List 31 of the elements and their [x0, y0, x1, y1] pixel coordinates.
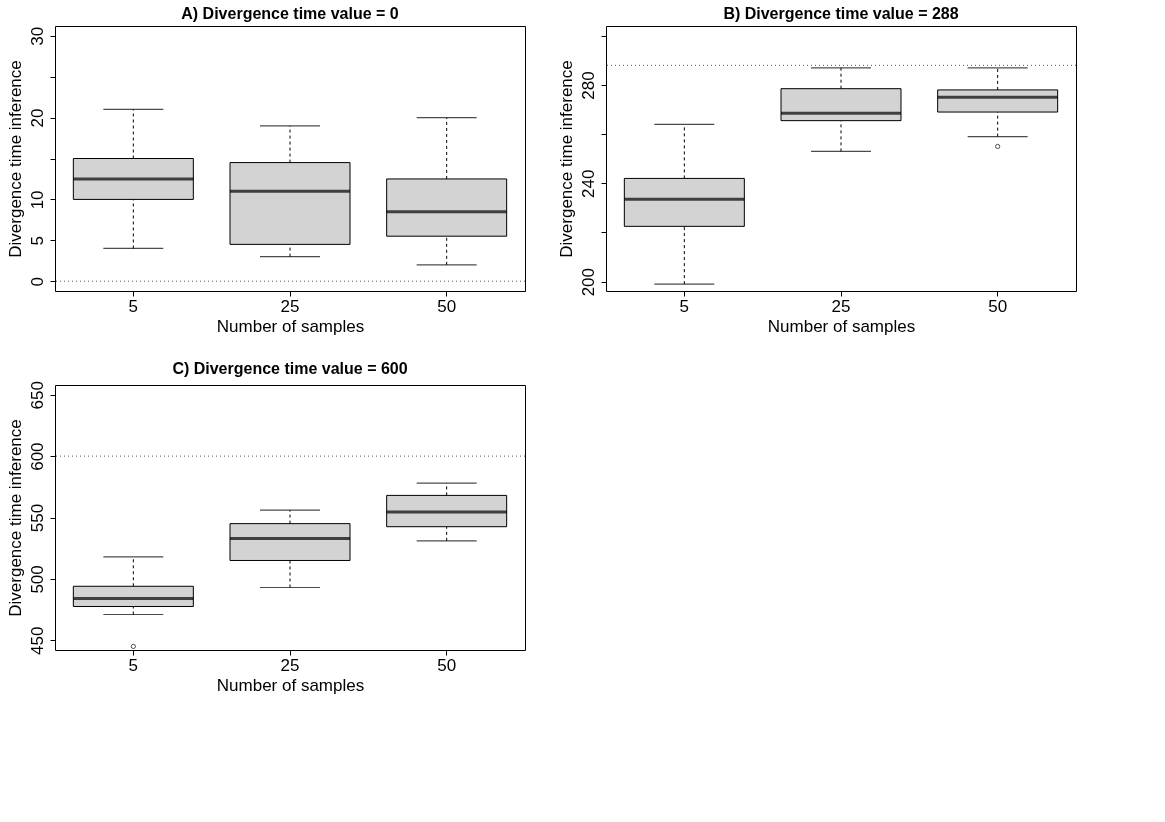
x-tick-label: 5 — [679, 296, 690, 316]
x-tick-label: 50 — [437, 296, 457, 316]
chart-title: B) Divergence time value = 288 — [723, 5, 959, 22]
x-tick-label: 25 — [280, 296, 300, 316]
x-axis-title: Number of samples — [767, 316, 916, 336]
x-axis-title: Number of samples — [216, 675, 365, 695]
y-tick-label: 0 — [27, 276, 47, 287]
y-tick-label: 650 — [27, 381, 47, 410]
y-tick-label: 280 — [578, 71, 598, 100]
x-tick-label: 25 — [831, 296, 851, 316]
x-tick-label: 5 — [128, 655, 139, 675]
y-tick-label: 600 — [27, 442, 47, 471]
y-tick-label: 10 — [27, 190, 47, 210]
x-axis-title: Number of samples — [216, 316, 365, 336]
y-axis-title: Divergence time inference — [5, 419, 25, 617]
y-tick-label: 30 — [27, 26, 47, 46]
y-axis-title: Divergence time inference — [556, 60, 576, 258]
x-tick-label: 50 — [437, 655, 457, 675]
chart-title: C) Divergence time value = 600 — [172, 359, 408, 377]
y-tick-label: 550 — [27, 503, 47, 533]
chart-title: A) Divergence time value = 0 — [181, 5, 399, 22]
y-axis-title: Divergence time inference — [5, 60, 25, 258]
y-tick-label: 450 — [27, 626, 47, 655]
y-tick-label: 240 — [578, 169, 598, 199]
x-tick-label: 5 — [128, 296, 139, 316]
x-tick-label: 50 — [988, 296, 1008, 316]
y-tick-label: 5 — [27, 236, 47, 246]
y-tick-label: 200 — [578, 267, 598, 297]
y-tick-label: 500 — [27, 565, 47, 594]
x-tick-label: 25 — [280, 655, 300, 675]
y-tick-label: 20 — [27, 108, 47, 128]
